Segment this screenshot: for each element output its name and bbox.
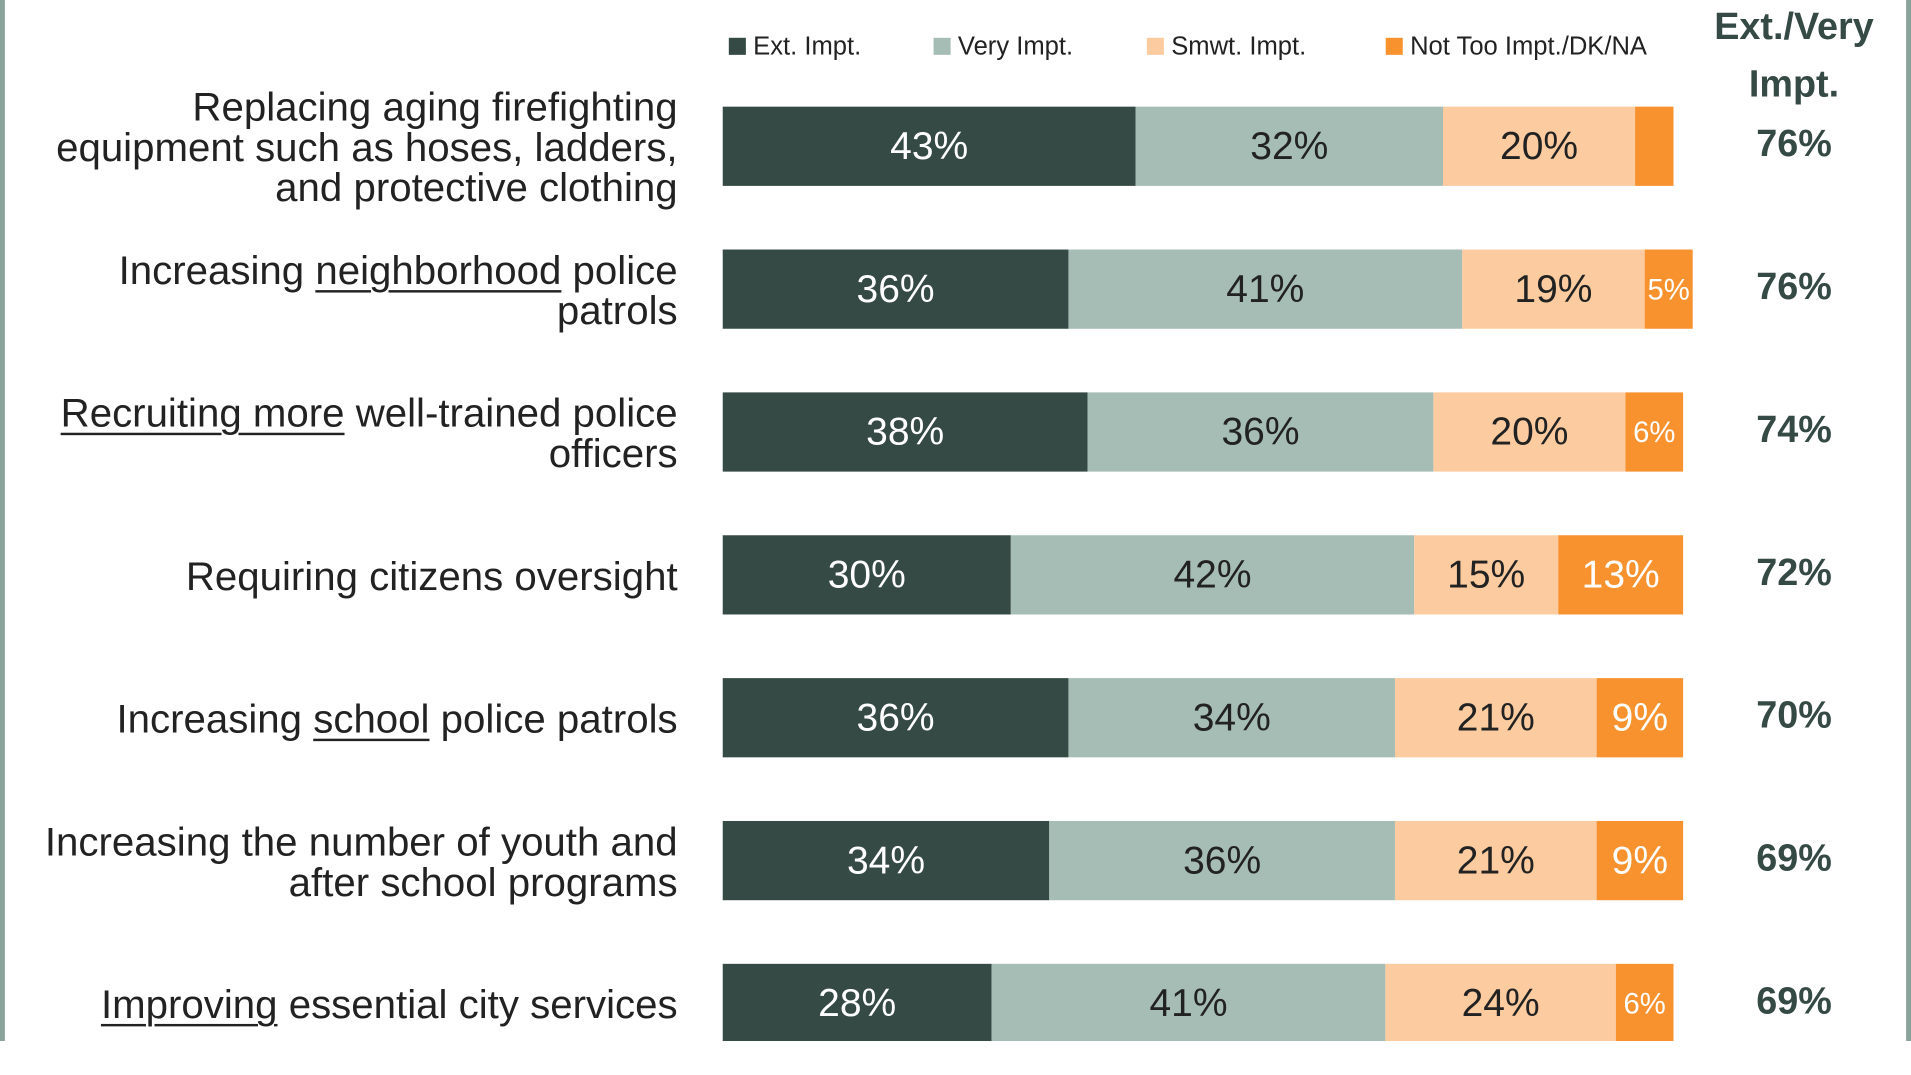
total-label: 70% xyxy=(1756,695,1832,737)
bar-segment xyxy=(991,963,1386,1042)
category-label: Recruiting more well-trained police offi… xyxy=(0,361,678,504)
legend-swatch xyxy=(933,37,951,55)
value-label: 20% xyxy=(1500,125,1578,168)
value-label: 6% xyxy=(1624,989,1666,1021)
bar-segment xyxy=(1596,678,1684,758)
bar-segment xyxy=(1068,249,1463,329)
legend-swatch xyxy=(1146,37,1164,55)
frame-right xyxy=(1906,0,1911,1042)
total-label: 69% xyxy=(1756,980,1832,1022)
category-text: Requiring citizens oversight xyxy=(185,552,678,599)
category-text: Recruiting more well-trained police offi… xyxy=(60,389,678,476)
bar-segment xyxy=(722,820,1050,901)
value-label: 6% xyxy=(1633,417,1675,449)
total-label: 76% xyxy=(1756,266,1832,308)
value-label: 34% xyxy=(847,839,925,882)
value-label: 20% xyxy=(1490,411,1568,454)
value-label: 21% xyxy=(1457,839,1535,882)
chart-stage: Ext. Impt. Very Impt. Smwt. Impt. Not Too I… xyxy=(0,0,1911,1042)
legend-label: Not Too Impt./DK/NA xyxy=(1410,32,1648,60)
bar-segment xyxy=(1462,249,1645,329)
category-label: Increasing school police patrols xyxy=(0,647,678,790)
bar-segment xyxy=(722,106,1136,186)
category-label: Replacing aging firefighting equipment s… xyxy=(0,76,678,219)
legend-swatch xyxy=(728,37,746,55)
bar-segment xyxy=(1615,963,1674,1042)
bar-segment xyxy=(722,392,1088,472)
legend-label: Smwt. Impt. xyxy=(1171,32,1306,60)
chart: Ext. Impt. Very Impt. Smwt. Impt. Not Too I… xyxy=(0,0,1911,1042)
bar-segment xyxy=(1596,820,1684,901)
value-label: 9% xyxy=(1612,696,1668,739)
frame-left xyxy=(0,0,5,1042)
underlined-word: neighborhood xyxy=(315,247,562,293)
bar-segment xyxy=(1414,535,1559,615)
value-label: 42% xyxy=(1173,554,1251,597)
category-text: Replacing aging firefighting equipment s… xyxy=(56,84,678,210)
value-label: 13% xyxy=(1582,554,1660,597)
bar-segment xyxy=(1135,106,1443,186)
value-label: 36% xyxy=(1222,411,1300,454)
value-label: 41% xyxy=(1149,982,1227,1025)
category-text: Increasing the number of youth and after… xyxy=(44,818,678,904)
value-label: 41% xyxy=(1226,268,1304,311)
bar-segment xyxy=(1010,535,1415,615)
category-text: Increasing school police patrols xyxy=(116,695,678,741)
underlined-word: Improving xyxy=(100,981,278,1027)
value-label: 24% xyxy=(1462,982,1540,1025)
value-label: 30% xyxy=(828,554,906,597)
category-label: Increasing the number of youth and after… xyxy=(0,790,678,933)
bar-segment xyxy=(1644,249,1693,329)
total-label: 69% xyxy=(1756,838,1832,880)
value-label: 36% xyxy=(857,696,935,739)
bar-segment xyxy=(1433,392,1626,472)
bar-segment xyxy=(1394,678,1597,758)
bar-segment xyxy=(1443,106,1636,186)
category-label: Requiring citizens oversight xyxy=(0,504,678,647)
value-label: 21% xyxy=(1457,696,1535,739)
bar-segment xyxy=(1394,820,1597,901)
bar-segment xyxy=(1635,106,1674,186)
value-label: 19% xyxy=(1514,268,1592,311)
bar-segment xyxy=(1068,678,1395,758)
value-label: 28% xyxy=(818,982,896,1025)
legend-swatch xyxy=(1385,37,1403,55)
bar-segment xyxy=(1385,963,1616,1042)
totals-title: Ext./Very xyxy=(1714,6,1874,48)
value-label: 15% xyxy=(1447,554,1525,597)
value-label: 32% xyxy=(1250,125,1328,168)
category-text: Increasing neighborhood police patrols xyxy=(118,247,678,333)
value-label: 36% xyxy=(1183,839,1261,882)
value-label: 9% xyxy=(1612,839,1668,882)
total-label: 76% xyxy=(1756,123,1832,165)
underlined-word: Recruiting more xyxy=(60,389,345,436)
bar-segment xyxy=(722,535,1011,615)
bar-segment xyxy=(722,249,1069,329)
underlined-word: school xyxy=(313,695,430,741)
page: Ext. Impt. Very Impt. Smwt. Impt. Not Too I… xyxy=(0,0,1911,1042)
total-label: 72% xyxy=(1756,552,1832,594)
value-label: 38% xyxy=(866,411,944,454)
totals-title: Impt. xyxy=(1749,64,1839,106)
bar-segment xyxy=(722,678,1069,758)
value-label: 34% xyxy=(1193,696,1271,739)
bar-segment xyxy=(1049,820,1395,901)
value-label: 36% xyxy=(857,268,935,311)
bar-segment xyxy=(1558,535,1684,615)
legend-label: Very Impt. xyxy=(958,32,1073,60)
legend-label: Ext. Impt. xyxy=(753,32,861,60)
value-label: 5% xyxy=(1648,274,1690,306)
bar-segment xyxy=(1625,392,1684,472)
category-text: Improving essential city services xyxy=(100,981,678,1027)
bar-segment xyxy=(722,963,992,1042)
bar-segment xyxy=(1087,392,1434,472)
category-label: Increasing neighborhood police patrols xyxy=(0,218,678,361)
value-label: 43% xyxy=(890,125,968,168)
total-label: 74% xyxy=(1756,409,1832,451)
category-label: Improving essential city services xyxy=(0,933,678,1075)
